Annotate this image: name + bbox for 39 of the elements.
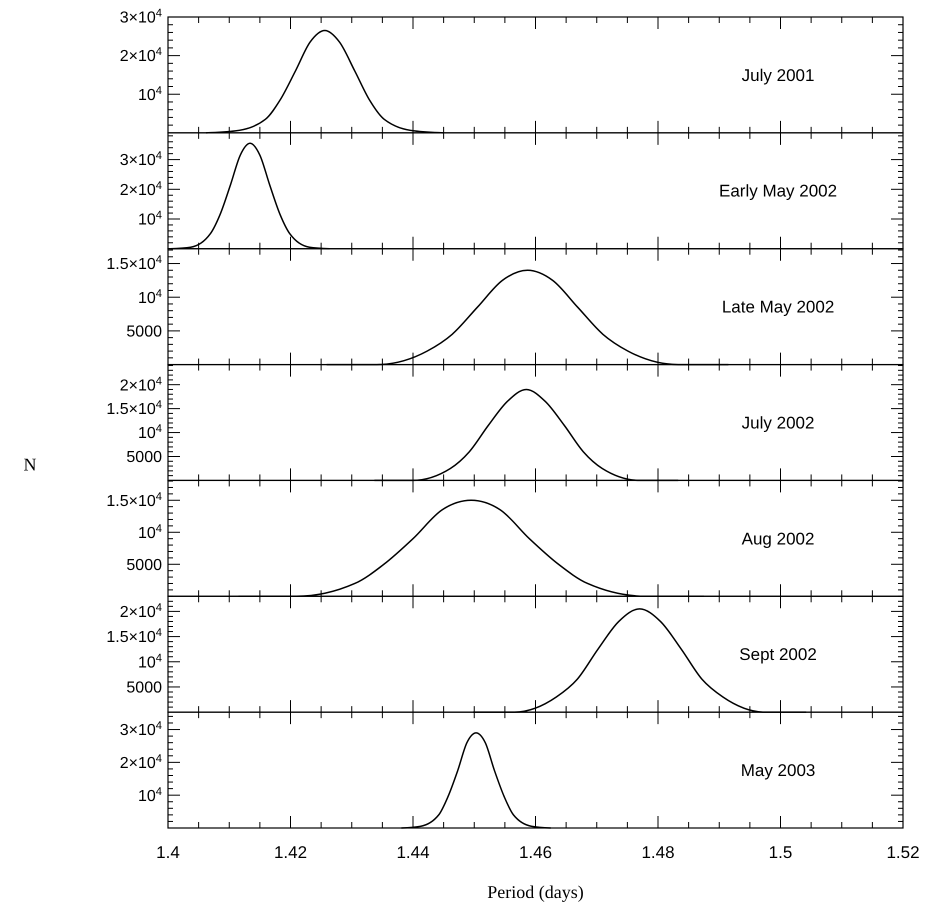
y-tick-label: 2×10$^{4}$ bbox=[120, 602, 162, 621]
y-tick-label: 5000 bbox=[126, 449, 162, 466]
annotation: Aug 2002 bbox=[742, 529, 814, 548]
x-tick-label: 1.42 bbox=[274, 843, 308, 862]
y-tick-label: 1.5×10$^{4}$ bbox=[106, 627, 162, 646]
y-tick-label: 2×10$^{4}$ bbox=[120, 46, 162, 66]
y-tick-label: 10$^{4}$ bbox=[138, 522, 162, 542]
y-tick-label: 10$^{4}$ bbox=[138, 423, 162, 442]
y-tick-label: 5000 bbox=[126, 323, 162, 340]
y-tick-label: 10$^{4}$ bbox=[138, 652, 162, 672]
x-tick-label: 1.5 bbox=[768, 843, 792, 862]
x-axis-title: Period (days) bbox=[487, 882, 584, 902]
y-tick-label: 5000 bbox=[126, 556, 162, 574]
y-tick-label: 2×10$^{4}$ bbox=[120, 752, 162, 772]
annotation: May 2003 bbox=[740, 761, 816, 780]
y-tick-label: 10$^{4}$ bbox=[138, 210, 162, 229]
x-tick-label: 1.52 bbox=[886, 843, 920, 862]
annotation: Early May 2002 bbox=[718, 182, 838, 201]
annotation: Sept 2002 bbox=[739, 645, 817, 664]
y-tick-label: 3×10$^{4}$ bbox=[120, 8, 162, 27]
y-tick-label: 1.5×10$^{4}$ bbox=[106, 490, 162, 510]
y-tick-label: 2×10$^{4}$ bbox=[120, 375, 162, 394]
annotation: Late May 2002 bbox=[722, 298, 834, 317]
y-tick-label: 10$^{4}$ bbox=[138, 84, 162, 104]
x-tick-label: 1.48 bbox=[641, 843, 675, 862]
x-tick-label: 1.44 bbox=[396, 843, 430, 862]
y-tick-label: 10$^{4}$ bbox=[138, 288, 162, 307]
x-tick-label: 1.46 bbox=[518, 843, 552, 862]
y-tick-label: 1.5×10$^{4}$ bbox=[106, 399, 162, 418]
y-tick-label: 2×10$^{4}$ bbox=[120, 180, 162, 199]
y-tick-label: 3×10$^{4}$ bbox=[120, 150, 162, 170]
y-tick-label: 1.5×10$^{4}$ bbox=[106, 254, 162, 274]
y-tick-label: 3×10$^{4}$ bbox=[120, 720, 162, 740]
annotation: July 2002 bbox=[742, 413, 814, 432]
annotation: July 2001 bbox=[742, 66, 814, 85]
y-axis-title: N bbox=[24, 454, 36, 474]
x-tick-label: 1.4 bbox=[156, 843, 180, 862]
y-tick-label: 10$^{4}$ bbox=[138, 786, 162, 805]
y-tick-label: 5000 bbox=[126, 680, 162, 697]
